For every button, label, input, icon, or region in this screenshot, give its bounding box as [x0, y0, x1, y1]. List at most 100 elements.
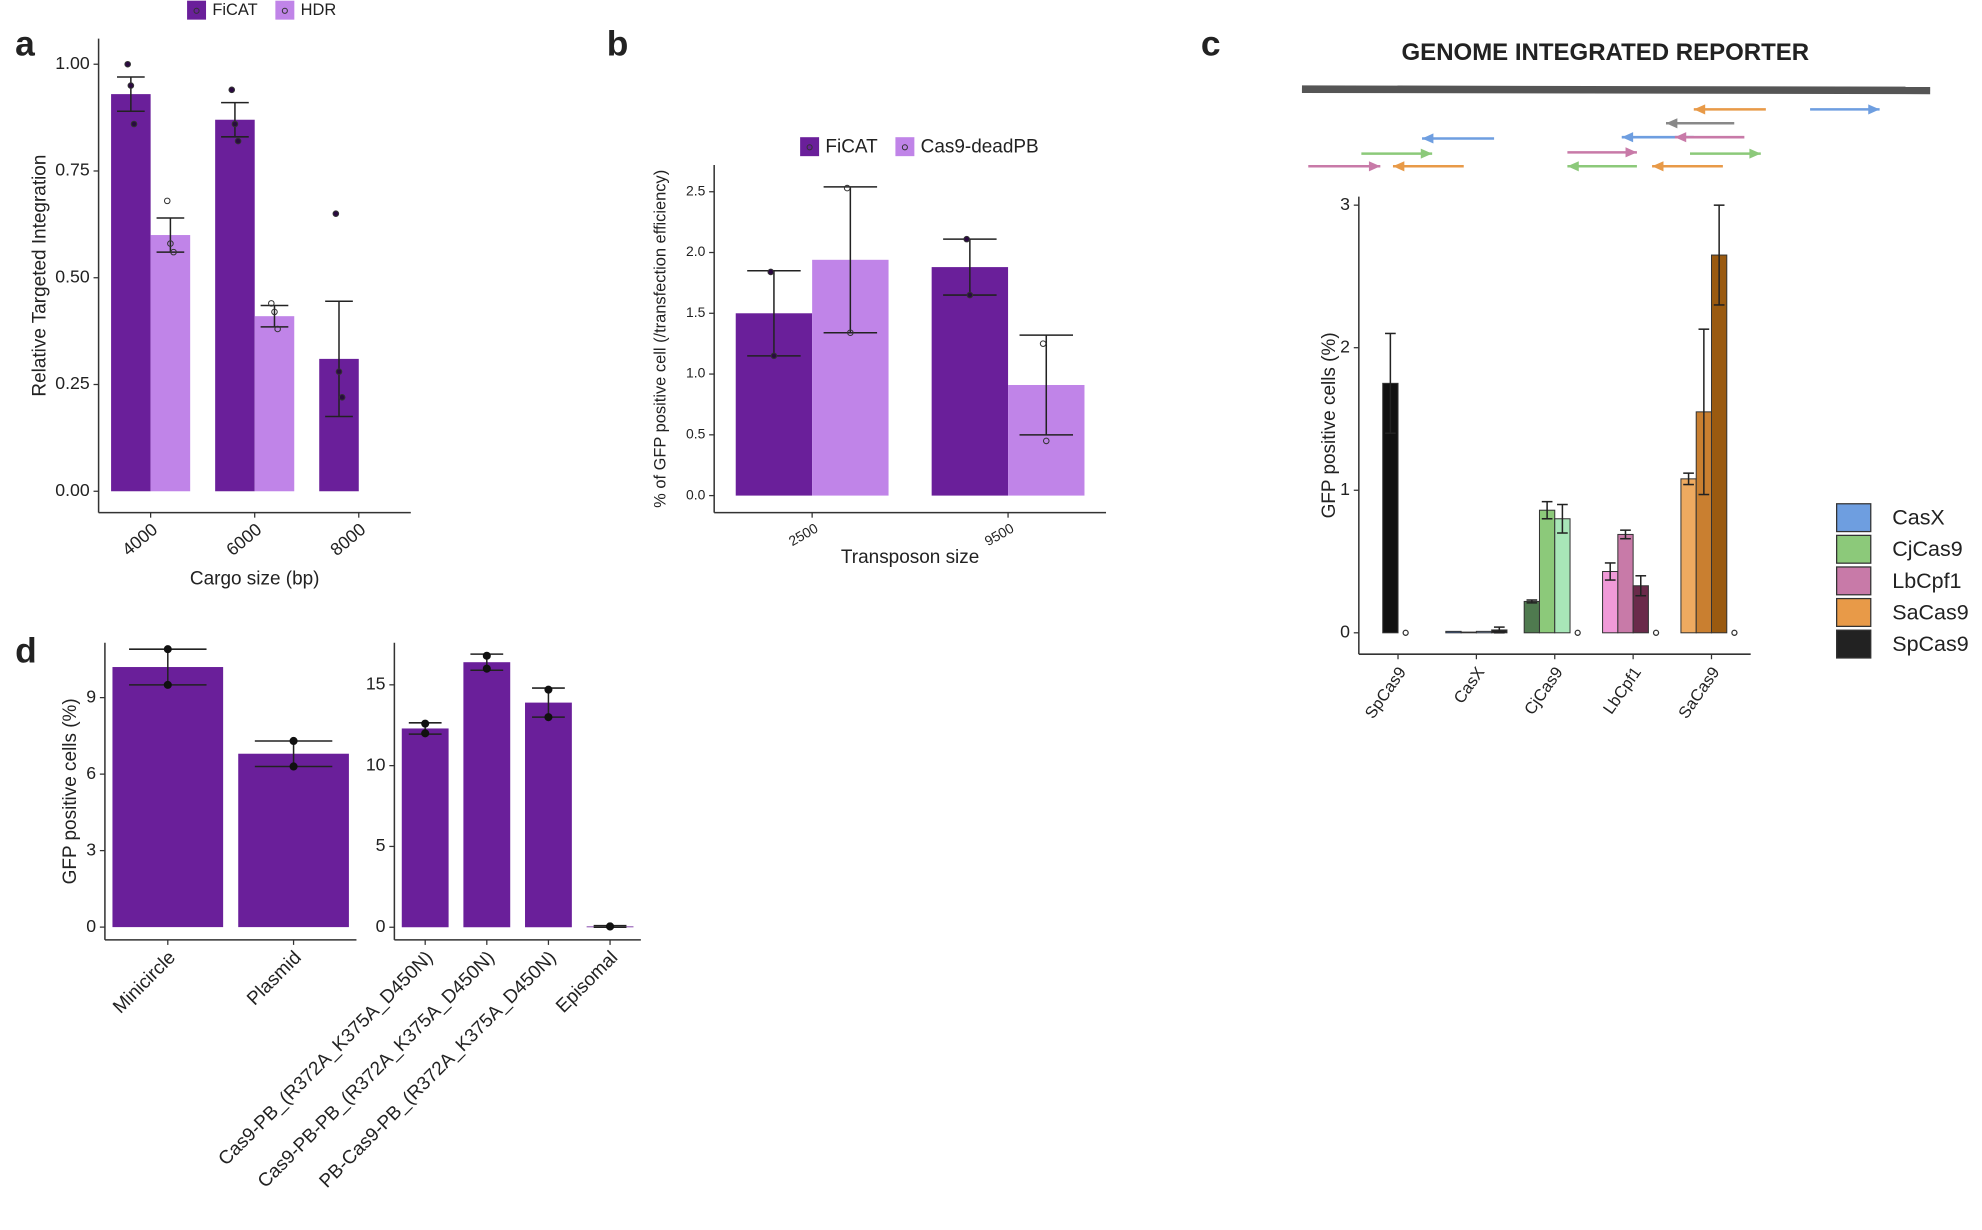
y-tick-label: 0.50 — [55, 266, 90, 286]
legend-swatch — [895, 137, 915, 157]
data-point — [274, 325, 281, 333]
legend-dot — [193, 7, 200, 14]
y-tick-label: 9 — [86, 686, 96, 706]
bar — [150, 235, 191, 492]
data-point — [231, 120, 239, 128]
x-tick-label: Minicircle — [109, 947, 180, 1018]
legend-label: FiCAT — [212, 1, 257, 19]
y-axis-label: % of GFP positive cell (/transfection ef… — [651, 170, 669, 508]
y-tick-label: 15 — [366, 674, 386, 694]
data-point — [228, 86, 236, 94]
reporter-arrows — [1308, 104, 1880, 172]
y-tick-label: 1.0 — [686, 365, 706, 381]
y-tick-label: 0.75 — [55, 160, 90, 180]
arrow-head — [1621, 132, 1634, 143]
y-tick-label: 0 — [86, 916, 96, 936]
zero-point — [1731, 629, 1738, 636]
y-tick-label: 0.0 — [686, 486, 706, 502]
legend-swatch — [800, 137, 820, 157]
y-tick-label: 1.00 — [55, 53, 90, 73]
reporter-bar — [1301, 85, 1931, 95]
arrow-head — [1693, 104, 1706, 115]
legend-swatch — [1836, 534, 1872, 564]
x-tick-label: Cas9-PB-PB_(R372A_K375A_D450N) — [254, 947, 499, 1192]
data-point — [544, 713, 553, 722]
x-tick-label: SpCas9 — [1362, 664, 1410, 722]
x-tick-label: 9500 — [982, 520, 1017, 549]
y-tick-label: 2.5 — [686, 182, 706, 198]
data-point — [963, 235, 970, 243]
x-axis-label: Cargo size (bp) — [190, 569, 320, 590]
bar — [401, 728, 449, 928]
x-tick-label: PB-Cas9-PB_(R372A_K375A_D450N) — [316, 947, 561, 1192]
arrow-head — [1625, 147, 1637, 158]
data-point — [332, 210, 340, 217]
data-point — [544, 685, 553, 694]
x-axis-label: Transposon size — [841, 547, 979, 568]
data-point — [163, 680, 172, 689]
data-point — [482, 664, 491, 673]
bar — [1523, 600, 1540, 634]
data-point — [170, 248, 177, 256]
legend-swatch — [1836, 566, 1872, 596]
bar — [525, 702, 572, 928]
legend-label: SpCas9 — [1892, 632, 1968, 656]
y-tick-label: 2.0 — [686, 243, 706, 259]
y-tick-label: 1.5 — [686, 304, 706, 320]
y-tick-label: 0 — [1340, 621, 1350, 641]
panel-label: c — [1201, 25, 1221, 64]
data-point — [482, 651, 491, 660]
legend-label: Cas9-deadPB — [921, 136, 1039, 157]
data-point — [1039, 340, 1047, 347]
arrow-head — [1392, 161, 1405, 172]
arrow-head — [1652, 161, 1664, 172]
data-point — [289, 762, 298, 771]
data-point — [847, 329, 854, 337]
data-point — [163, 645, 172, 654]
bar — [1710, 254, 1728, 634]
y-tick-label: 3 — [1340, 194, 1350, 214]
legend-swatch — [1836, 503, 1872, 533]
x-tick-label: LbCpf1 — [1600, 664, 1645, 718]
data-point — [234, 137, 242, 145]
x-tick-label: CjCas9 — [1521, 664, 1567, 718]
data-point — [167, 240, 174, 247]
data-point — [130, 120, 138, 128]
y-tick-label: 0 — [376, 916, 386, 936]
bar — [1445, 630, 1462, 634]
bar — [1680, 478, 1697, 634]
x-tick-label: 2500 — [786, 520, 821, 549]
arrow-head — [1868, 104, 1880, 115]
data-point — [421, 729, 430, 738]
data-point — [843, 184, 851, 192]
legend-label: LbCpf1 — [1892, 569, 1961, 593]
bar — [215, 119, 255, 492]
data-point — [1042, 437, 1050, 445]
legend-swatch — [1836, 629, 1872, 659]
data-point — [335, 368, 343, 375]
data-point — [338, 394, 346, 401]
x-tick-label: 6000 — [222, 519, 265, 560]
panel-label: d — [15, 631, 37, 670]
y-tick-label: 0.25 — [55, 373, 90, 393]
data-point — [268, 300, 275, 307]
bar — [1538, 509, 1556, 634]
data-point — [966, 291, 974, 299]
legend-swatch — [275, 0, 295, 20]
data-point — [124, 60, 131, 68]
legend-label: CasX — [1892, 506, 1945, 530]
y-tick-label: 2 — [1340, 336, 1350, 356]
arrow-head — [1674, 132, 1687, 143]
y-axis-label: GFP positive cells (%) — [1319, 332, 1340, 518]
bar — [463, 662, 511, 928]
legend-dot — [281, 7, 288, 14]
bar — [1617, 533, 1634, 634]
x-tick-label: 4000 — [118, 519, 161, 560]
x-tick-label: CasX — [1450, 664, 1488, 707]
arrow-head — [1422, 133, 1434, 144]
bar — [111, 94, 151, 492]
arrow-head — [1567, 161, 1579, 172]
data-point — [289, 736, 298, 746]
